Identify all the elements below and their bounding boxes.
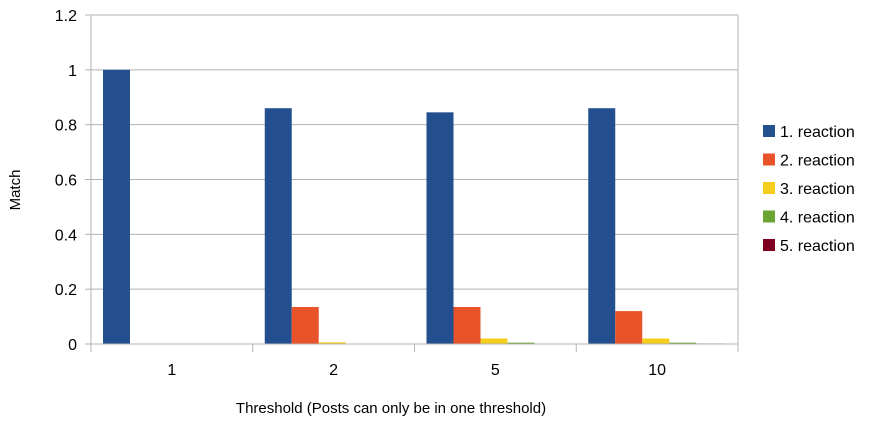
bar-4-reaction-10: [669, 342, 697, 344]
bar-2-reaction-10: [615, 311, 643, 344]
gridlines: [91, 14, 738, 345]
legend-label: 3. reaction: [780, 181, 855, 198]
legend-swatch: [763, 182, 775, 194]
bar-1-reaction-1: [103, 69, 130, 344]
legend-label: 1. reaction: [780, 124, 855, 141]
y-tick-label: 0.2: [55, 282, 77, 299]
x-axis-label: Threshold (Posts can only be in one thre…: [236, 400, 546, 417]
legend-item: 4. reaction: [763, 210, 855, 227]
legend-label: 4. reaction: [780, 210, 855, 227]
legend-swatch: [763, 210, 775, 223]
legend-swatch: [763, 153, 775, 166]
legend-item: 1. reaction: [763, 124, 855, 141]
bar-1-reaction-10: [588, 108, 616, 344]
y-tick-label: 1.2: [55, 8, 77, 25]
y-tick-label: 1: [68, 63, 77, 80]
bar-2-reaction-5: [453, 306, 481, 344]
bar-1-reaction-2: [264, 108, 292, 344]
y-axis-label: Match: [7, 170, 24, 211]
x-tick-label: 1: [167, 362, 176, 379]
bar-2-reaction-2: [291, 306, 319, 344]
x-tick-label: 5: [491, 362, 500, 379]
x-tick-label: 10: [648, 362, 666, 379]
legend: 1. reaction 2. reaction 3. reaction 4. reac…: [763, 124, 855, 255]
y-tick-label: 0.8: [55, 118, 77, 135]
x-tick-label: 2: [329, 362, 338, 379]
legend-item: 5. reaction: [763, 238, 855, 255]
legend-item: 2. reaction: [763, 153, 855, 170]
bar-1-reaction-5: [426, 112, 454, 345]
legend-label: 2. reaction: [780, 153, 855, 170]
axes: [85, 14, 739, 352]
bar-3-reaction-2: [318, 342, 346, 344]
legend-swatch: [763, 239, 775, 251]
y-tick-label: 0.4: [55, 227, 77, 244]
tick-labels: 0 0.2 0.4 0.6 0.8 1 1.2 1 2 5 10: [55, 8, 666, 379]
legend-swatch: [763, 125, 775, 137]
legend-label: 5. reaction: [780, 238, 855, 255]
bar-3-reaction-5: [480, 338, 508, 344]
bar-4-reaction-5: [507, 342, 535, 344]
y-tick-label: 0.6: [55, 173, 77, 190]
bar-3-reaction-10: [642, 338, 670, 344]
bars: [103, 69, 724, 345]
legend-item: 3. reaction: [763, 181, 855, 198]
y-tick-label: 0: [68, 337, 77, 354]
